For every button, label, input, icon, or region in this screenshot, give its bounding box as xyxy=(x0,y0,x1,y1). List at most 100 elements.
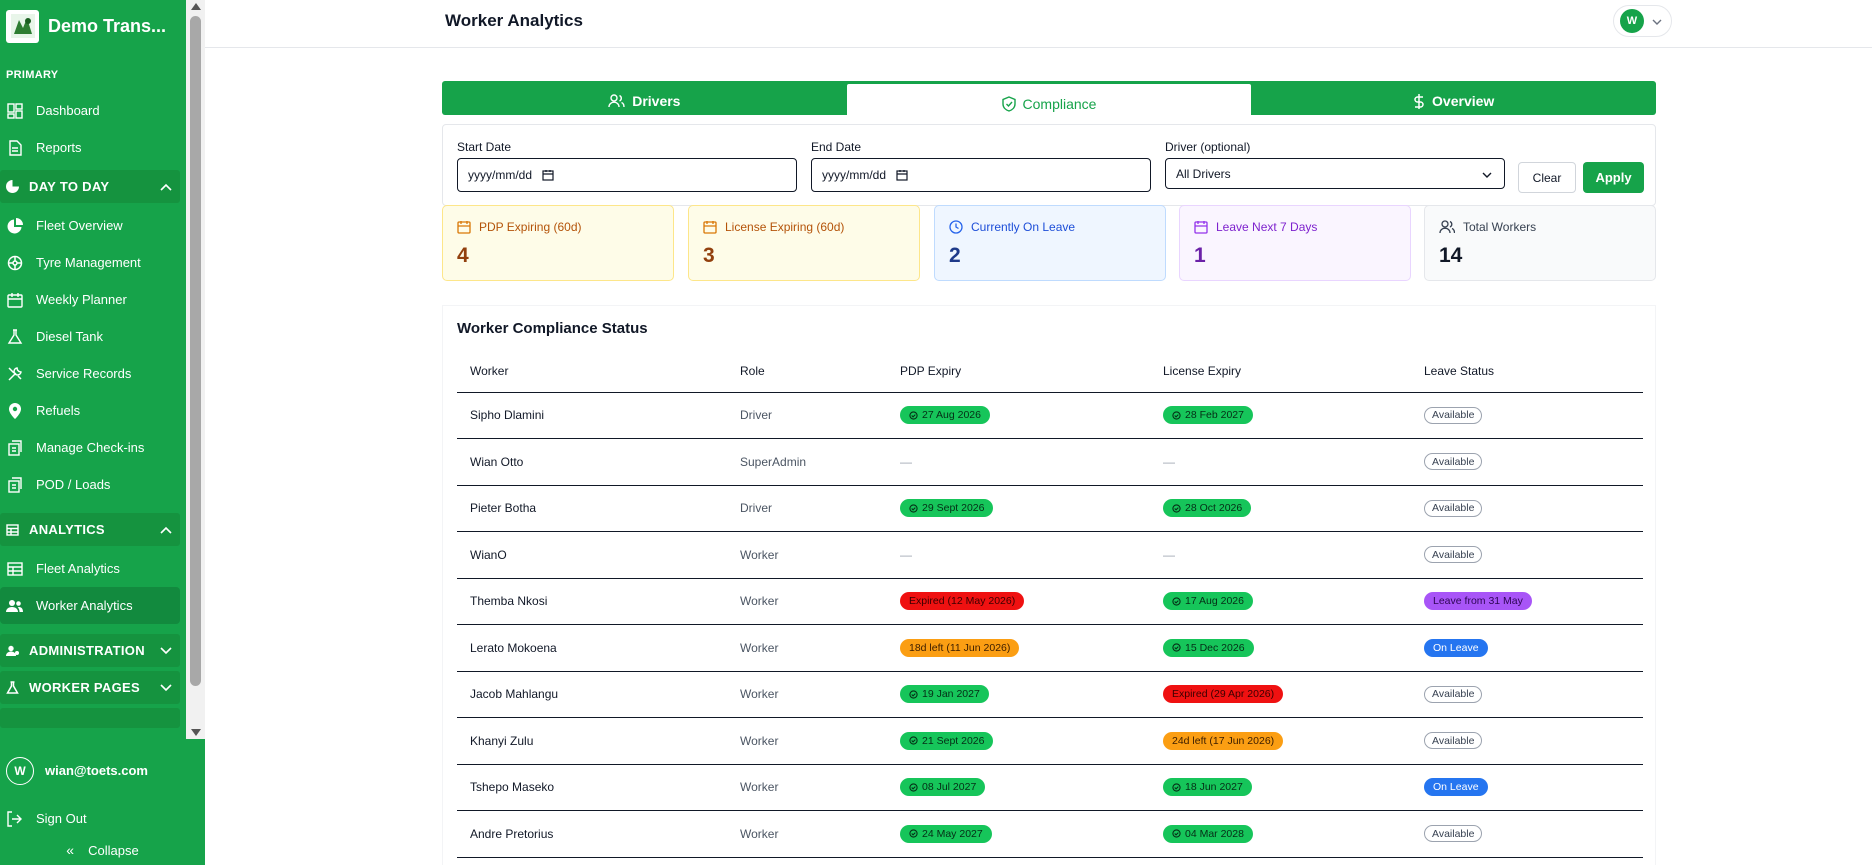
start-date-value: yyyy/mm/dd xyxy=(468,168,533,182)
calendar-icon[interactable] xyxy=(896,169,908,181)
apply-button[interactable]: Apply xyxy=(1583,162,1644,193)
nav-pod-loads[interactable]: POD / Loads xyxy=(0,466,186,503)
tab-compliance-label: Compliance xyxy=(1022,95,1097,112)
start-date-input[interactable]: yyyy/mm/dd xyxy=(457,158,797,192)
table-row[interactable]: WianO Worker — — Available xyxy=(457,531,1643,579)
pdp-expiry-empty: — xyxy=(887,531,1150,579)
top-header: Worker Analytics W xyxy=(205,0,1872,48)
column-header-worker[interactable]: Worker xyxy=(457,350,727,393)
scrollbar-thumb[interactable] xyxy=(190,16,201,686)
nav-service-records-label: Service Records xyxy=(36,366,132,381)
column-header-pdp-expiry[interactable]: PDP Expiry xyxy=(887,350,1150,393)
sidebar-scroll-area[interactable]: Demo Trans... PRIMARY Dashboard Reports … xyxy=(0,0,186,739)
column-header-leave-status[interactable]: Leave Status xyxy=(1411,350,1643,393)
nav-weekly-planner-label: Weekly Planner xyxy=(36,292,127,307)
user-menu[interactable]: W xyxy=(1613,5,1672,37)
license-expiry-badge: 18 Jun 2027 xyxy=(1163,778,1252,797)
table-row[interactable]: Pieter Botha Driver 29 Sept 2026 28 Oct … xyxy=(457,485,1643,532)
group-day-to-day-label: DAY TO DAY xyxy=(29,179,110,194)
license-expiry-badge: 28 Feb 2027 xyxy=(1163,406,1253,425)
license-expiry-badge: 24d left (17 Jun 2026) xyxy=(1163,731,1284,750)
users-icon xyxy=(1439,220,1455,234)
table-row[interactable]: Lerato Mokoena Worker 18d left (11 Jun 2… xyxy=(457,624,1643,672)
table-row[interactable]: Andre Pretorius Worker 24 May 2027 04 Ma… xyxy=(457,810,1643,858)
nav-worker-analytics[interactable]: Worker Analytics xyxy=(0,587,180,624)
license-expiry-text: 28 Feb 2027 xyxy=(1185,409,1244,422)
license-expiry-badge: 17 Aug 2026 xyxy=(1163,592,1253,611)
collapse-button[interactable]: « Collapse xyxy=(0,835,205,865)
user-account[interactable]: W wian@toets.com xyxy=(0,739,205,802)
sign-out-button[interactable]: Sign Out xyxy=(0,802,205,835)
nav-refuels[interactable]: Refuels xyxy=(0,392,186,429)
pdp-expiry-text: 24 May 2027 xyxy=(922,827,983,840)
sign-out-label: Sign Out xyxy=(36,811,87,826)
check-circle-icon xyxy=(1172,597,1181,606)
worker-role: Worker xyxy=(727,810,887,858)
nav-fleet-analytics[interactable]: Fleet Analytics xyxy=(0,550,186,587)
license-expiry-text: 15 Dec 2026 xyxy=(1185,641,1245,654)
group-analytics[interactable]: ANALYTICS xyxy=(0,513,180,546)
pdp-expiry-text: 29 Sept 2026 xyxy=(922,502,985,515)
column-header-role[interactable]: Role xyxy=(727,350,887,393)
pdp-expiry-text: 08 Jul 2027 xyxy=(922,781,977,794)
nav-dashboard[interactable]: Dashboard xyxy=(0,92,186,129)
chevron-down-icon xyxy=(1652,12,1662,30)
scroll-up-arrow-icon[interactable] xyxy=(191,3,201,10)
nav-manage-check-ins[interactable]: Manage Check-ins xyxy=(0,429,186,466)
stat-value: 2 xyxy=(949,244,961,267)
pdp-expiry-badge: Expired (12 May 2026) xyxy=(900,592,1025,611)
nav-tyre-management[interactable]: Tyre Management xyxy=(0,244,186,281)
reports-icon xyxy=(6,139,23,156)
group-day-to-day[interactable]: DAY TO DAY xyxy=(0,170,180,203)
documents-icon xyxy=(6,476,23,493)
calendar-icon[interactable] xyxy=(542,169,554,181)
sidebar-scrollbar[interactable] xyxy=(186,0,205,739)
clear-button[interactable]: Clear xyxy=(1518,162,1576,193)
clock-icon xyxy=(949,220,963,234)
table-row[interactable]: Sipho Dlamini Driver 27 Aug 2026 28 Feb … xyxy=(457,392,1643,439)
driver-select[interactable]: All Drivers xyxy=(1165,158,1505,189)
wrench-icon xyxy=(6,365,23,382)
leave-status-badge: On Leave xyxy=(1424,638,1488,657)
flask-icon xyxy=(6,681,20,695)
nav-manage-check-ins-label: Manage Check-ins xyxy=(36,440,145,455)
filters-panel: Start Date yyyy/mm/dd End Date yyyy/mm/d… xyxy=(442,124,1656,206)
license-expiry-badge: 04 Mar 2028 xyxy=(1163,824,1253,843)
brand[interactable]: Demo Trans... xyxy=(0,0,186,52)
pdp-expiry-badge: 27 Aug 2026 xyxy=(900,406,990,425)
pdp-expiry-badge: 24 May 2027 xyxy=(900,824,992,843)
table-row[interactable]: Khanyi Zulu Worker 21 Sept 2026 24d left… xyxy=(457,717,1643,765)
calendar-icon xyxy=(1194,220,1208,234)
license-expiry-empty: — xyxy=(1150,438,1411,486)
nav-diesel-tank[interactable]: Diesel Tank xyxy=(0,318,186,355)
nav-service-records[interactable]: Service Records xyxy=(0,355,186,392)
leave-status-badge: Available xyxy=(1424,499,1483,517)
table-row[interactable]: Tshepo Maseko Worker 08 Jul 2027 18 Jun … xyxy=(457,764,1643,811)
chevron-down-icon xyxy=(1482,167,1492,181)
scroll-down-arrow-icon[interactable] xyxy=(191,729,201,736)
stat-card-pdp-expiring: PDP Expiring (60d) 4 xyxy=(442,205,674,281)
group-worker-pages[interactable]: WORKER PAGES xyxy=(0,671,180,704)
map-pin-icon xyxy=(6,402,23,419)
dollar-icon xyxy=(1413,93,1425,110)
stat-label: Leave Next 7 Days xyxy=(1216,220,1318,234)
group-administration[interactable]: ADMINISTRATION xyxy=(0,634,180,667)
nav-dashboard-label: Dashboard xyxy=(36,103,100,118)
end-date-input[interactable]: yyyy/mm/dd xyxy=(811,158,1151,192)
sidebar-footer: W wian@toets.com Sign Out « Collapse xyxy=(0,739,205,865)
tab-compliance[interactable]: Compliance xyxy=(846,84,1252,123)
group-account-partial[interactable] xyxy=(0,708,180,728)
leave-status-badge: Leave from 31 May xyxy=(1424,592,1532,611)
nav-fleet-overview[interactable]: Fleet Overview xyxy=(0,207,186,244)
table-row[interactable]: Themba Nkosi Worker Expired (12 May 2026… xyxy=(457,578,1643,625)
nav-weekly-planner[interactable]: Weekly Planner xyxy=(0,281,186,318)
compliance-table-title: Worker Compliance Status xyxy=(457,320,648,337)
table-row[interactable]: Wian Otto SuperAdmin — — Available xyxy=(457,438,1643,486)
column-header-license-expiry[interactable]: License Expiry xyxy=(1150,350,1411,393)
stat-value: 3 xyxy=(703,244,715,267)
check-circle-icon xyxy=(909,411,918,420)
tab-overview[interactable]: Overview xyxy=(1251,81,1656,115)
table-row[interactable]: Jacob Mahlangu Worker 19 Jan 2027 Expire… xyxy=(457,671,1643,718)
nav-reports[interactable]: Reports xyxy=(0,129,186,166)
tab-drivers[interactable]: Drivers xyxy=(442,81,847,115)
